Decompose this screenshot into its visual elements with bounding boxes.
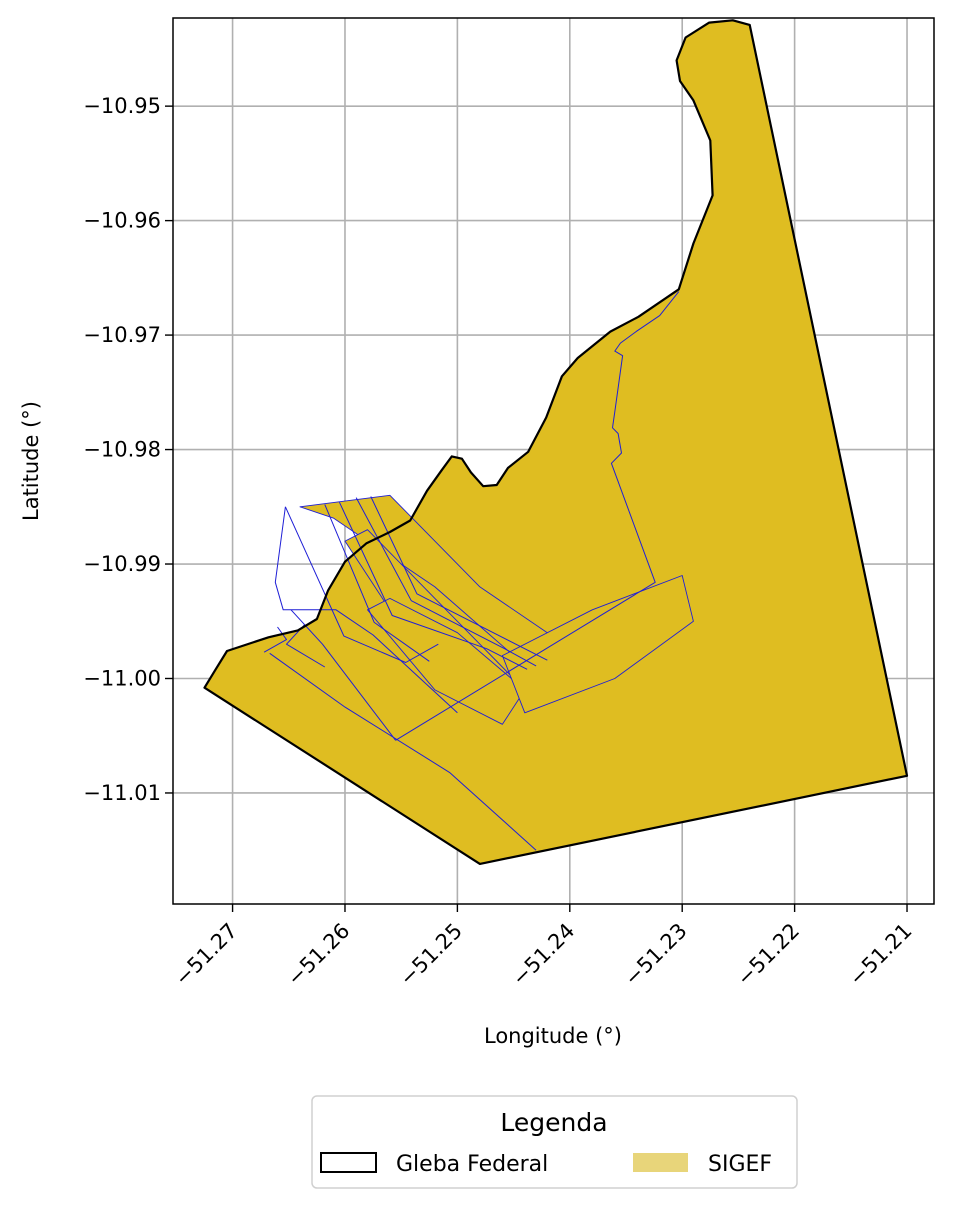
x-axis-label: Longitude (°) [484, 1024, 622, 1048]
plot-frame [172, 17, 935, 905]
sigef-boundary-line-0 [284, 506, 439, 663]
y-tick-label: −11.00 [83, 666, 161, 690]
y-tick-label: −10.99 [83, 552, 161, 576]
y-tick-label: −10.97 [83, 323, 161, 347]
y-tick-label: −10.98 [83, 438, 161, 462]
legend-swatch-gleba-federal [320, 1152, 377, 1173]
legend-title: Legenda [500, 1108, 607, 1137]
legend: Legenda Gleba Federal SIGEF [311, 1095, 798, 1189]
legend-label-gleba-federal: Gleba Federal [396, 1152, 548, 1177]
y-tick-label: −10.95 [83, 94, 161, 118]
sigef-boundary-line-9 [263, 626, 287, 653]
map-layers [203, 19, 909, 866]
sigef-boundary-line-2 [338, 501, 528, 670]
sigef-boundary-line-5 [395, 291, 680, 741]
sigef-boundary-line-7 [290, 609, 396, 741]
legend-swatch-sigef [633, 1153, 688, 1172]
sigef-parcel-4 [501, 575, 694, 714]
sigef-boundary-line-10 [269, 652, 537, 851]
sigef-boundary-line-3 [355, 497, 537, 667]
gleba-federal-boundary [203, 19, 909, 866]
sigef-boundary-line-1 [324, 504, 430, 662]
sigef-boundary-line-4 [370, 496, 548, 661]
sigef-boundary-line-6 [274, 506, 458, 714]
y-axis-label: Latitude (°) [19, 401, 43, 521]
legend-label-sigef: SIGEF [708, 1152, 772, 1177]
y-tick-label: −10.96 [83, 209, 161, 233]
y-tick-label: −11.01 [83, 781, 161, 805]
